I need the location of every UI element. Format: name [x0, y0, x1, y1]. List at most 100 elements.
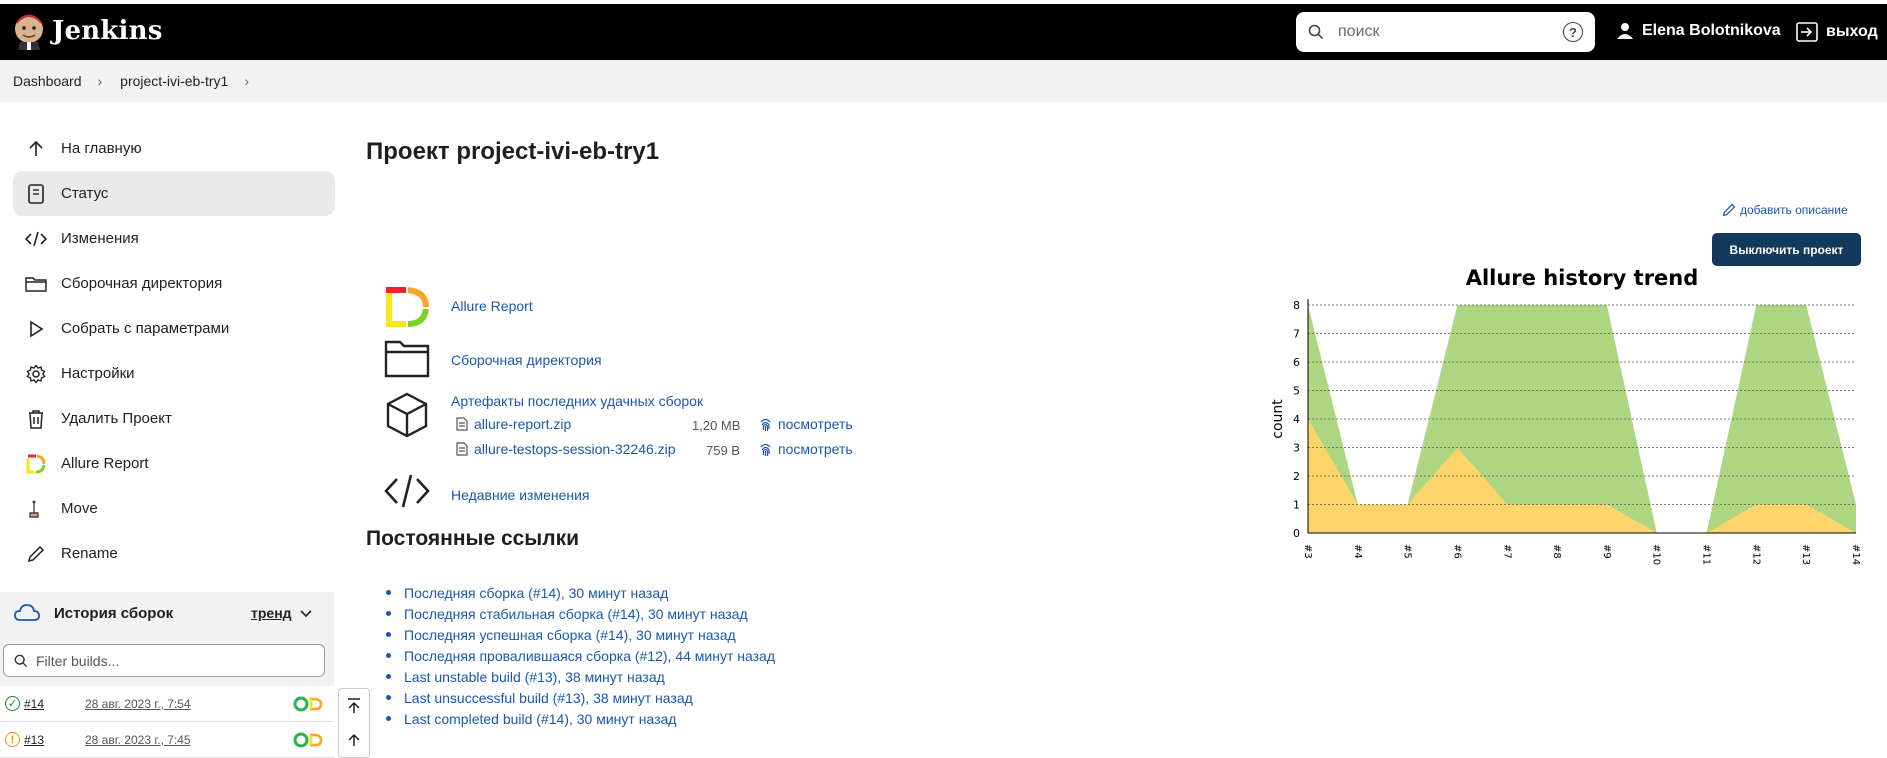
sidebar-item-workspace[interactable]: Сборочная директория	[13, 261, 335, 306]
logout-button[interactable]: выход	[1796, 22, 1878, 42]
last-artifacts-link[interactable]: Артефакты последних удачных сборок	[451, 393, 704, 409]
gear-icon	[25, 363, 47, 385]
sidebar-item-move[interactable]: Move	[13, 486, 335, 531]
sidebar-item-label: Move	[61, 500, 98, 517]
artifact-download-link[interactable]: allure-testops-session-32246.zip	[474, 441, 676, 457]
search-input[interactable]	[1338, 23, 1563, 41]
build-number-link[interactable]: #13	[24, 732, 45, 747]
y-tick-label: 1	[1293, 499, 1300, 512]
chevron-right-icon[interactable]: ›	[97, 73, 103, 89]
file-icon	[456, 442, 468, 456]
sidebar-item-home[interactable]: На главную	[13, 126, 335, 171]
logout-icon	[1796, 22, 1818, 42]
permalink-item: Last unsuccessful build (#13), 38 минут …	[386, 687, 775, 708]
allure-icon	[25, 453, 47, 475]
sidebar-item-label: Сборочная директория	[61, 275, 223, 292]
sidebar-item-label: Allure Report	[61, 455, 149, 472]
allure-report-link[interactable]: Allure Report	[451, 298, 533, 314]
artifact-view-link[interactable]: посмотреть	[759, 416, 853, 432]
scroll-up-button[interactable]	[339, 723, 369, 757]
search-icon	[1308, 24, 1324, 40]
user-name: Elena Bolotnikova	[1642, 22, 1781, 39]
arrow-top-icon	[348, 698, 360, 713]
sidebar-item-rename[interactable]: Rename	[13, 531, 335, 576]
artifact-download-link[interactable]: allure-report.zip	[474, 416, 572, 432]
trend-link[interactable]: тренд	[251, 605, 292, 621]
allure-badge-icon[interactable]	[293, 696, 323, 712]
permalink-item: Последняя провалившаяся сборка (#12), 44…	[386, 645, 775, 666]
artifact-view-label: посмотреть	[778, 441, 853, 457]
x-tick-label: #8	[1551, 544, 1562, 559]
permalink-link[interactable]: Последняя сборка (#14), 30 минут назад	[404, 584, 669, 601]
jenkins-logo[interactable]: Jenkins	[12, 12, 163, 50]
x-tick-label: #11	[1701, 544, 1712, 565]
chevron-down-icon[interactable]	[299, 609, 313, 619]
add-description-link[interactable]: добавить описание	[1722, 203, 1848, 217]
breadcrumb: Dashboard › project-ivi-eb-try1 ›	[0, 60, 1887, 102]
permalink-link[interactable]: Последняя стабильная сборка (#14), 30 ми…	[404, 605, 748, 622]
cloud-icon	[14, 604, 40, 621]
permalink-item: Последняя сборка (#14), 30 минут назад	[386, 582, 775, 603]
build-date-link[interactable]: 28 авг. 2023 г., 7:54	[85, 696, 191, 711]
permalink-link[interactable]: Последняя успешная сборка (#14), 30 мину…	[404, 626, 736, 643]
sidebar-item-delete-project[interactable]: Удалить Проект	[13, 396, 335, 441]
fingerprint-icon	[760, 443, 771, 456]
chevron-right-icon[interactable]: ›	[244, 73, 249, 89]
recent-changes-link[interactable]: Недавние изменения	[451, 487, 590, 503]
workspace-link[interactable]: Сборочная директория	[451, 352, 602, 368]
disable-project-button[interactable]: Выключить проект	[1712, 233, 1861, 266]
search-box: ?	[1296, 12, 1595, 52]
sidebar-item-build-with-params[interactable]: Собрать с параметрами	[13, 306, 335, 351]
build-date-link[interactable]: 28 авг. 2023 г., 7:45	[85, 732, 191, 747]
build-number-link[interactable]: #14	[24, 696, 45, 711]
permalink-link[interactable]: Последняя провалившаяся сборка (#12), 44…	[404, 647, 775, 664]
x-tick-label: #9	[1601, 544, 1612, 559]
document-icon	[25, 183, 47, 205]
sidebar-item-label: Собрать с параметрами	[61, 320, 230, 337]
build-list: ✓ #14 28 авг. 2023 г., 7:54 ! #13 28 авг…	[0, 686, 334, 758]
build-history-header: История сборок	[0, 592, 334, 634]
permalinks-list: Последняя сборка (#14), 30 минут назад П…	[386, 582, 775, 729]
y-tick-label: 6	[1293, 356, 1300, 369]
scroll-top-button[interactable]	[339, 689, 369, 723]
sidebar-item-settings[interactable]: Настройки	[13, 351, 335, 396]
move-icon	[25, 498, 47, 520]
breadcrumb-dashboard[interactable]: Dashboard	[13, 73, 82, 89]
allure-trend-chart[interactable]: Allure history trend count 0 1 2 3 4 5 6 7 8 #3 #4 #5…	[1266, 262, 1866, 572]
build-history-title: История сборок	[54, 604, 174, 622]
folder-icon	[25, 273, 47, 295]
y-tick-label: 4	[1293, 413, 1300, 426]
y-tick-label: 8	[1293, 299, 1300, 312]
play-icon	[25, 318, 47, 340]
file-icon	[456, 417, 468, 431]
x-tick-label: #7	[1501, 544, 1512, 559]
user-menu[interactable]: Elena Bolotnikova	[1616, 22, 1781, 40]
breadcrumb-project[interactable]: project-ivi-eb-try1	[120, 73, 229, 89]
sidebar-item-label: Rename	[61, 545, 118, 562]
logout-label: выход	[1826, 23, 1878, 40]
warning-icon: !	[5, 732, 20, 747]
permalink-link[interactable]: Last unsuccessful build (#13), 38 минут …	[404, 689, 693, 706]
artifact-size: 1,20 MB	[692, 418, 741, 433]
build-row[interactable]: ! #13 28 авг. 2023 г., 7:45	[0, 722, 334, 758]
permalink-link[interactable]: Last completed build (#14), 30 минут наз…	[404, 710, 677, 727]
filter-builds-input[interactable]	[36, 652, 324, 669]
package-icon	[386, 392, 428, 438]
sidebar-item-label: Изменения	[61, 230, 139, 247]
build-row[interactable]: ✓ #14 28 авг. 2023 г., 7:54	[0, 686, 334, 722]
allure-badge-icon[interactable]	[293, 732, 323, 748]
history-scroll-controls	[338, 688, 370, 758]
y-tick-label: 0	[1293, 527, 1300, 540]
add-description-label: добавить описание	[1740, 203, 1848, 217]
permalinks-title: Постоянные ссылки	[366, 527, 580, 550]
user-icon	[1617, 23, 1633, 39]
artifact-view-link[interactable]: посмотреть	[759, 441, 853, 457]
sidebar-item-allure-report[interactable]: Allure Report	[13, 441, 335, 486]
help-icon[interactable]: ?	[1563, 22, 1583, 42]
sidebar-item-status[interactable]: Статус	[13, 171, 335, 216]
fingerprint-icon	[760, 418, 771, 431]
sidebar-item-label: На главную	[61, 140, 142, 157]
permalink-link[interactable]: Last unstable build (#13), 38 минут наза…	[404, 668, 665, 685]
sidebar: На главную Статус Изменения Сборочная ди…	[13, 126, 335, 576]
sidebar-item-changes[interactable]: Изменения	[13, 216, 335, 261]
